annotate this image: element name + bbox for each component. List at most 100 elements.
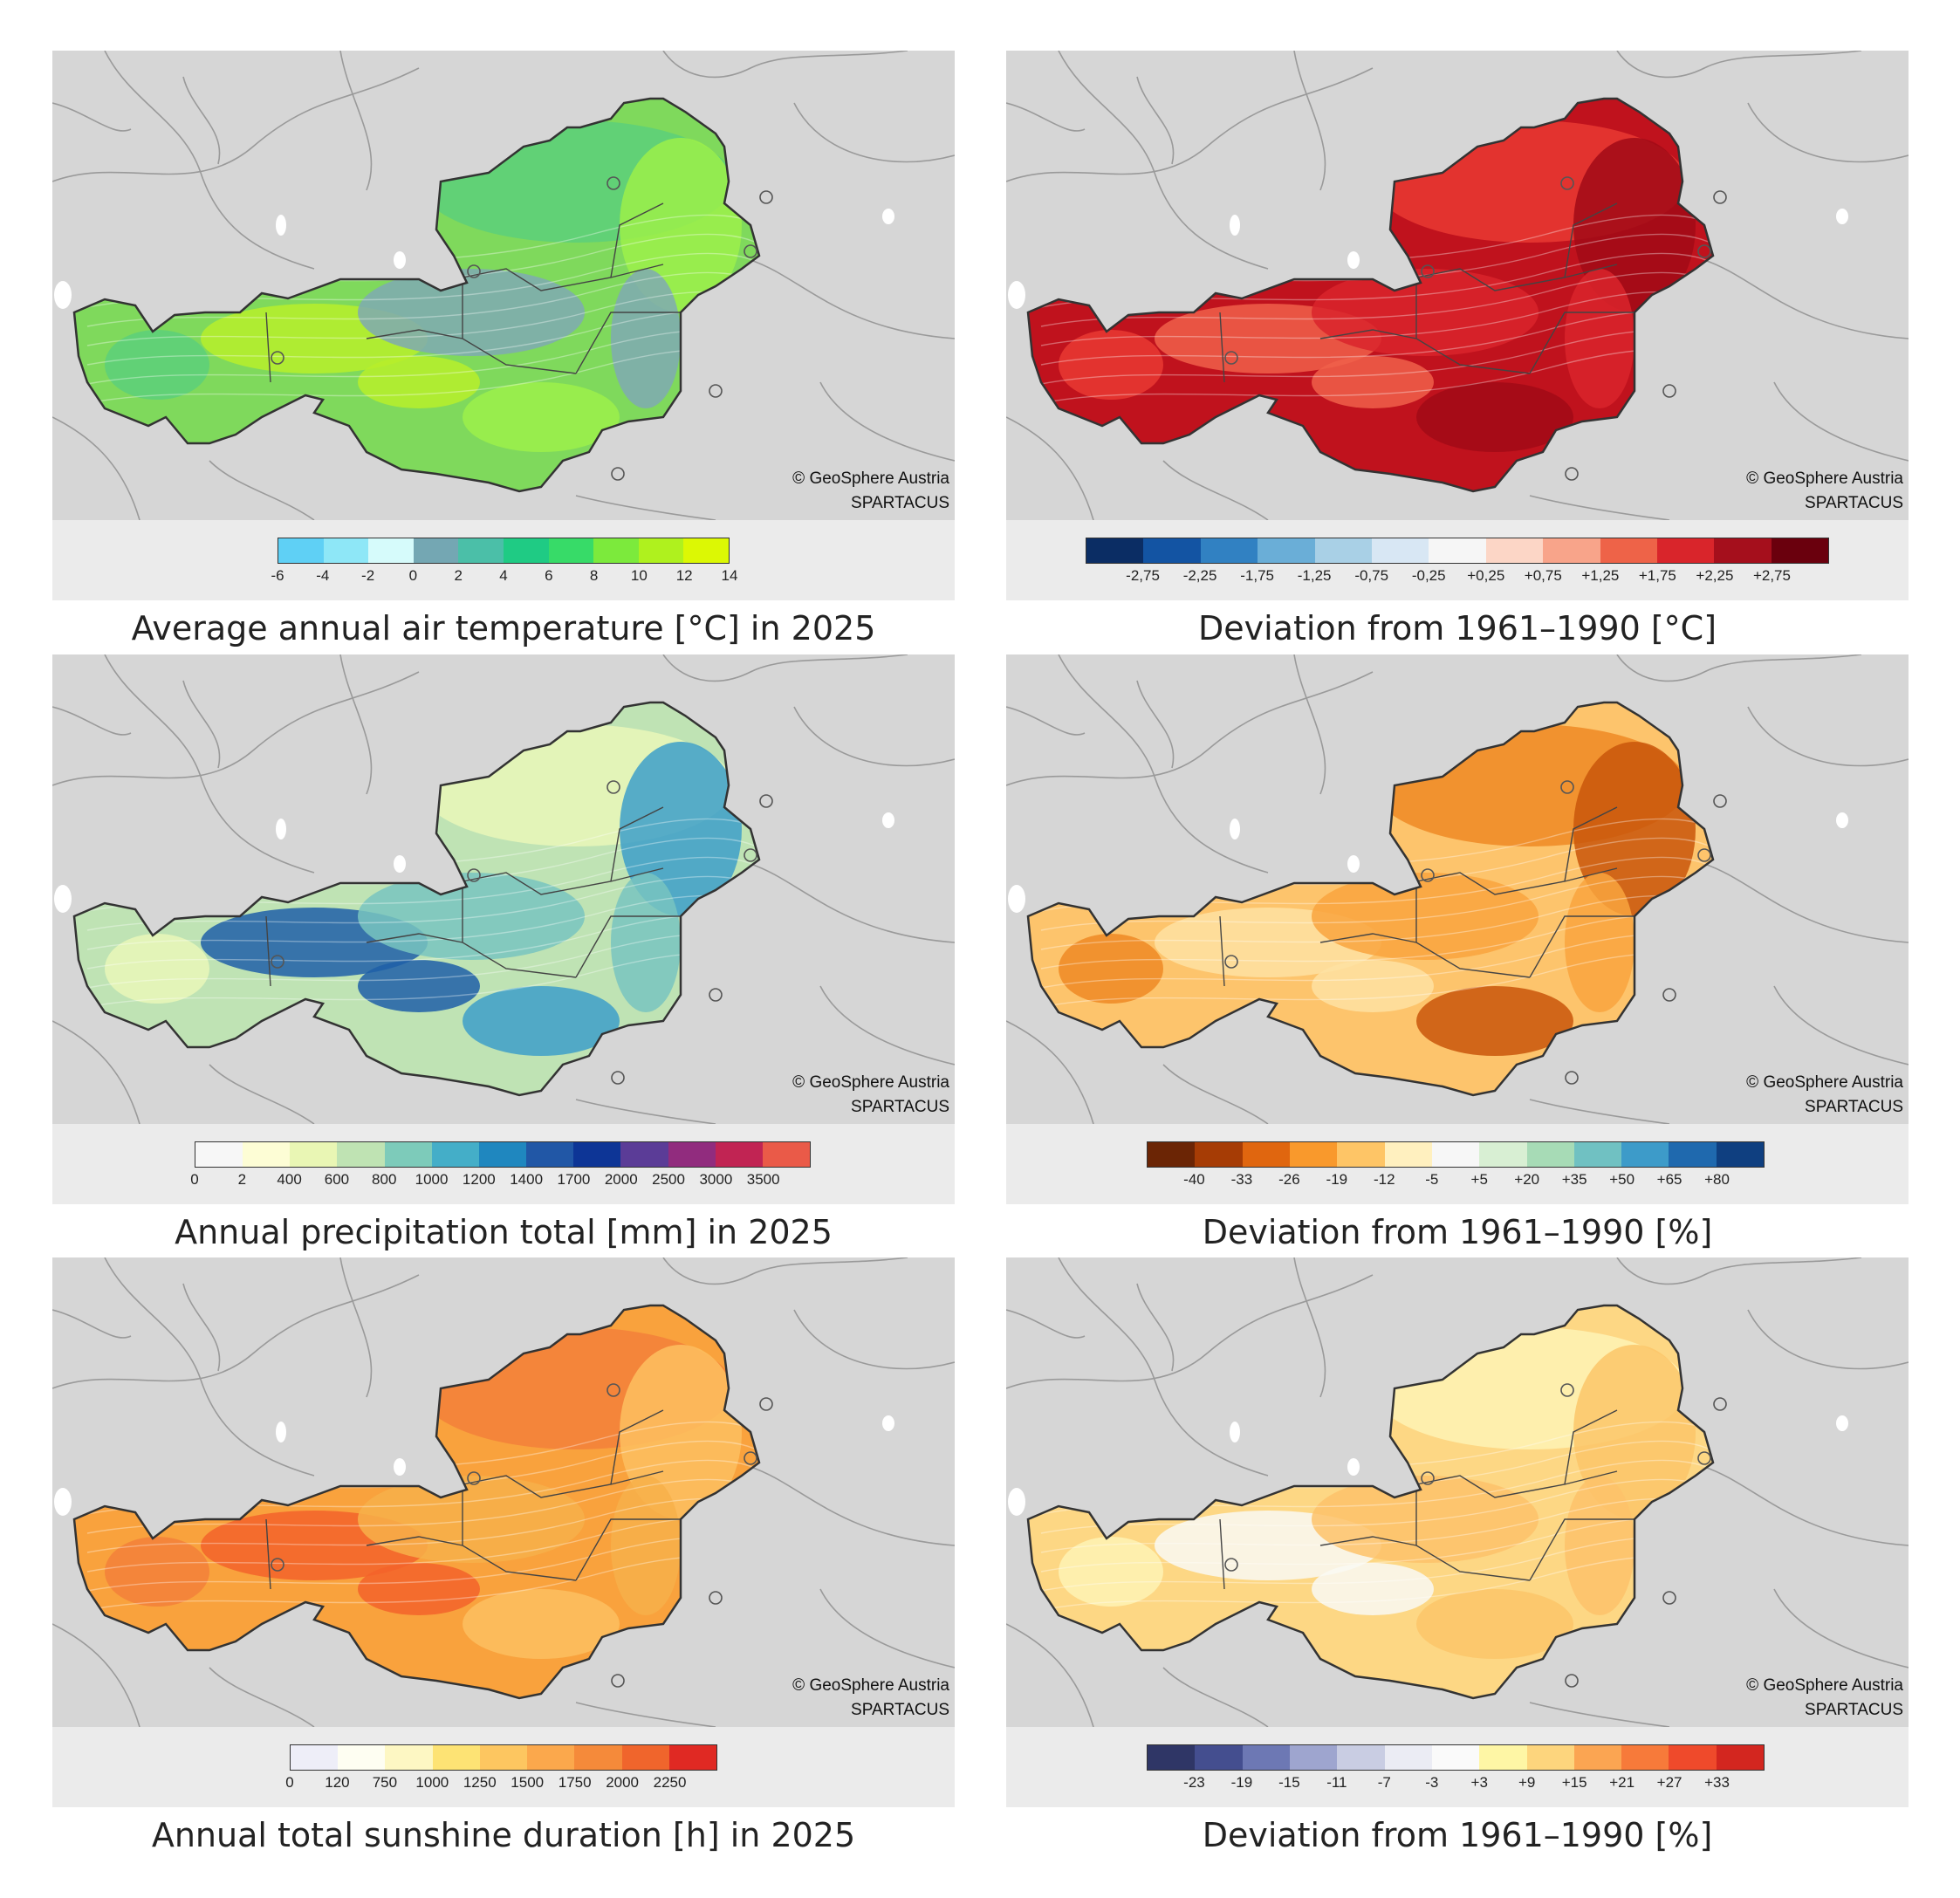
city-marker (1713, 794, 1727, 808)
river-line (209, 1064, 315, 1124)
lake (54, 885, 72, 913)
river-line (575, 1702, 716, 1727)
river-line (575, 1099, 716, 1124)
colorbar-swatch (621, 1745, 669, 1770)
colorbar-tick-label: -19 (1326, 1171, 1348, 1188)
lake (394, 251, 406, 269)
colorbar-swatch (413, 538, 459, 563)
contour-line (1040, 952, 1713, 1008)
river-line (1162, 1064, 1269, 1124)
river-line (52, 1020, 140, 1124)
lake (276, 819, 286, 839)
colorbar (1147, 1744, 1765, 1771)
city-marker (709, 988, 723, 1002)
colorbar-tick-label: -15 (1278, 1774, 1300, 1791)
river-line (819, 381, 955, 462)
colorbar-swatch (548, 538, 594, 563)
colorbar (1147, 1141, 1765, 1168)
colorbar-tick-label: +3 (1470, 1774, 1488, 1791)
contour-line (86, 1536, 759, 1592)
credit-line-2: SPARTACUS (1805, 494, 1903, 512)
colorbar-swatch (1431, 1142, 1480, 1167)
colorbar (278, 538, 730, 564)
river-line (339, 51, 373, 191)
colorbar-swatch (323, 538, 369, 563)
credit-line-2: SPARTACUS (851, 494, 949, 512)
legend-1: -6 -4 -2 0 2 4 6 8 10 12 14 (52, 520, 955, 600)
lake (394, 1458, 406, 1476)
colorbar-tick-label: +33 (1704, 1774, 1730, 1791)
value-fields (1040, 724, 1713, 1056)
colorbar-swatch (195, 1142, 243, 1167)
lake (882, 1415, 894, 1431)
colorbar-swatch (458, 538, 504, 563)
colorbar (290, 1744, 717, 1771)
colorbar-tick-label: -6 (271, 567, 284, 584)
colorbar-swatch (1200, 538, 1258, 563)
colorbar-swatch (1314, 538, 1372, 563)
colorbar-swatch (1771, 538, 1829, 563)
value-field (1059, 330, 1163, 400)
contour-line (1040, 1478, 1713, 1534)
colorbar-swatch (337, 1142, 385, 1167)
value-field (358, 873, 585, 960)
river-line (1006, 706, 1086, 736)
colorbar-tick-label: -4 (316, 567, 330, 584)
credit-line-2: SPARTACUS (851, 1098, 949, 1116)
lake (882, 209, 894, 224)
colorbar-tick-label: 8 (589, 567, 599, 584)
city-marker (1560, 176, 1574, 190)
colorbar-tick-label: 2000 (604, 1171, 638, 1188)
colorbar-swatch (1337, 1142, 1385, 1167)
contour-line (86, 1478, 759, 1534)
city-marker (759, 190, 773, 204)
colorbar-swatch (574, 1745, 622, 1770)
river-line (1058, 654, 1269, 874)
value-field (358, 269, 585, 356)
map-caption: Deviation from 1961–1990 [%] (1202, 1213, 1713, 1251)
state-border (265, 915, 271, 987)
contour-line (86, 271, 759, 327)
colorbar-swatch (620, 1142, 668, 1167)
river-line (1293, 51, 1326, 191)
colorbar-swatch (1371, 538, 1429, 563)
state-border (1415, 278, 1531, 374)
colorbar-tick-label: 1500 (511, 1774, 545, 1791)
city-marker (611, 467, 625, 481)
city-marker (1565, 467, 1579, 481)
state-border (1529, 312, 1634, 374)
river-line (1616, 654, 1862, 682)
city-marker (1560, 780, 1574, 794)
river-line (662, 51, 908, 79)
colorbar-swatch (338, 1745, 386, 1770)
value-field (1059, 1537, 1163, 1607)
state-border (265, 312, 271, 383)
river-line (104, 654, 315, 874)
contour-line (1040, 875, 1713, 931)
value-field (1416, 1589, 1573, 1659)
colorbar-swatch (593, 538, 639, 563)
river-line (104, 51, 315, 270)
colorbar-swatch (1289, 1142, 1338, 1167)
colorbar-swatch (1143, 538, 1201, 563)
city-marker (1697, 244, 1711, 258)
river-line (1006, 1274, 1374, 1389)
colorbar-ticks: -2,75 -2,25 -1,75 -1,25 -0,75 -0,25 +0,25 +0,75… (1086, 567, 1829, 588)
colorbar-tick-label: -3 (1425, 1774, 1439, 1791)
colorbar-swatch (503, 538, 549, 563)
colorbar-swatch (1485, 538, 1544, 563)
state-border (1564, 806, 1618, 882)
river-line (1006, 1020, 1094, 1124)
austria-map (52, 654, 955, 1124)
colorbar-tick-label: +1,25 (1581, 567, 1620, 584)
city-marker (607, 1383, 620, 1397)
map-panel-3: © GeoSphere Austria SPARTACUS (52, 654, 955, 1124)
colorbar-tick-label: 1750 (558, 1774, 592, 1791)
colorbar-swatch (1242, 1142, 1290, 1167)
river-line (1058, 51, 1269, 270)
river-line (1773, 381, 1909, 462)
value-field (611, 1476, 681, 1615)
colorbar-swatch (1195, 1142, 1243, 1167)
river-line (1773, 1588, 1909, 1668)
credit-text: © GeoSphere Austria SPARTACUS (1746, 1674, 1903, 1723)
